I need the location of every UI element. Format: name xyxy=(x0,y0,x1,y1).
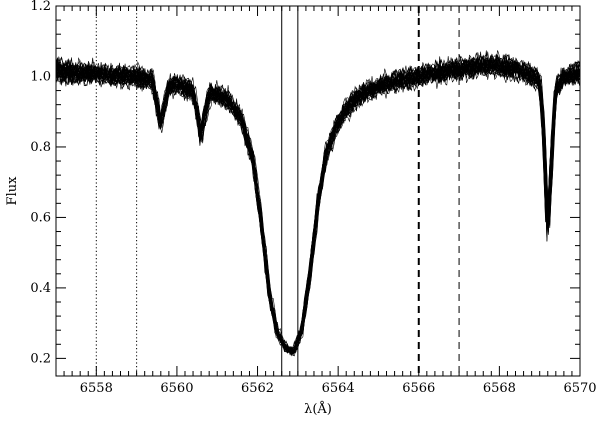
y-tick-labels: 0.2 0.4 0.6 0.8 1.0 1.2 xyxy=(30,0,51,366)
y-tick-label: 0.2 xyxy=(30,351,51,366)
y-tick-label: 0.8 xyxy=(30,140,51,155)
x-tick-label: 6558 xyxy=(80,381,113,396)
x-tick-label: 6568 xyxy=(483,381,516,396)
x-tick-label: 6562 xyxy=(241,381,274,396)
x-tick-label: 6564 xyxy=(322,381,355,396)
spectrum-line xyxy=(55,53,580,354)
spectra-lines xyxy=(55,50,580,357)
x-tick-labels: 6558 6560 6562 6564 6566 6568 6570 xyxy=(80,381,597,396)
y-axis-label: Flux xyxy=(5,176,20,206)
y-tick-label: 1.2 xyxy=(30,0,51,14)
y-tick-label: 0.4 xyxy=(30,281,51,296)
x-tick-label: 6570 xyxy=(563,381,596,396)
x-axis-label: λ(Å) xyxy=(304,401,332,417)
y-tick-label: 0.6 xyxy=(30,210,51,225)
spectrum-line xyxy=(55,58,580,353)
x-tick-label: 6560 xyxy=(160,381,193,396)
x-tick-label: 6566 xyxy=(402,381,435,396)
spectrum-line xyxy=(55,56,580,355)
vertical-markers xyxy=(95,6,460,376)
y-tick-label: 1.0 xyxy=(30,69,51,84)
plot-frame xyxy=(55,5,581,377)
axis-ticks xyxy=(55,5,581,376)
